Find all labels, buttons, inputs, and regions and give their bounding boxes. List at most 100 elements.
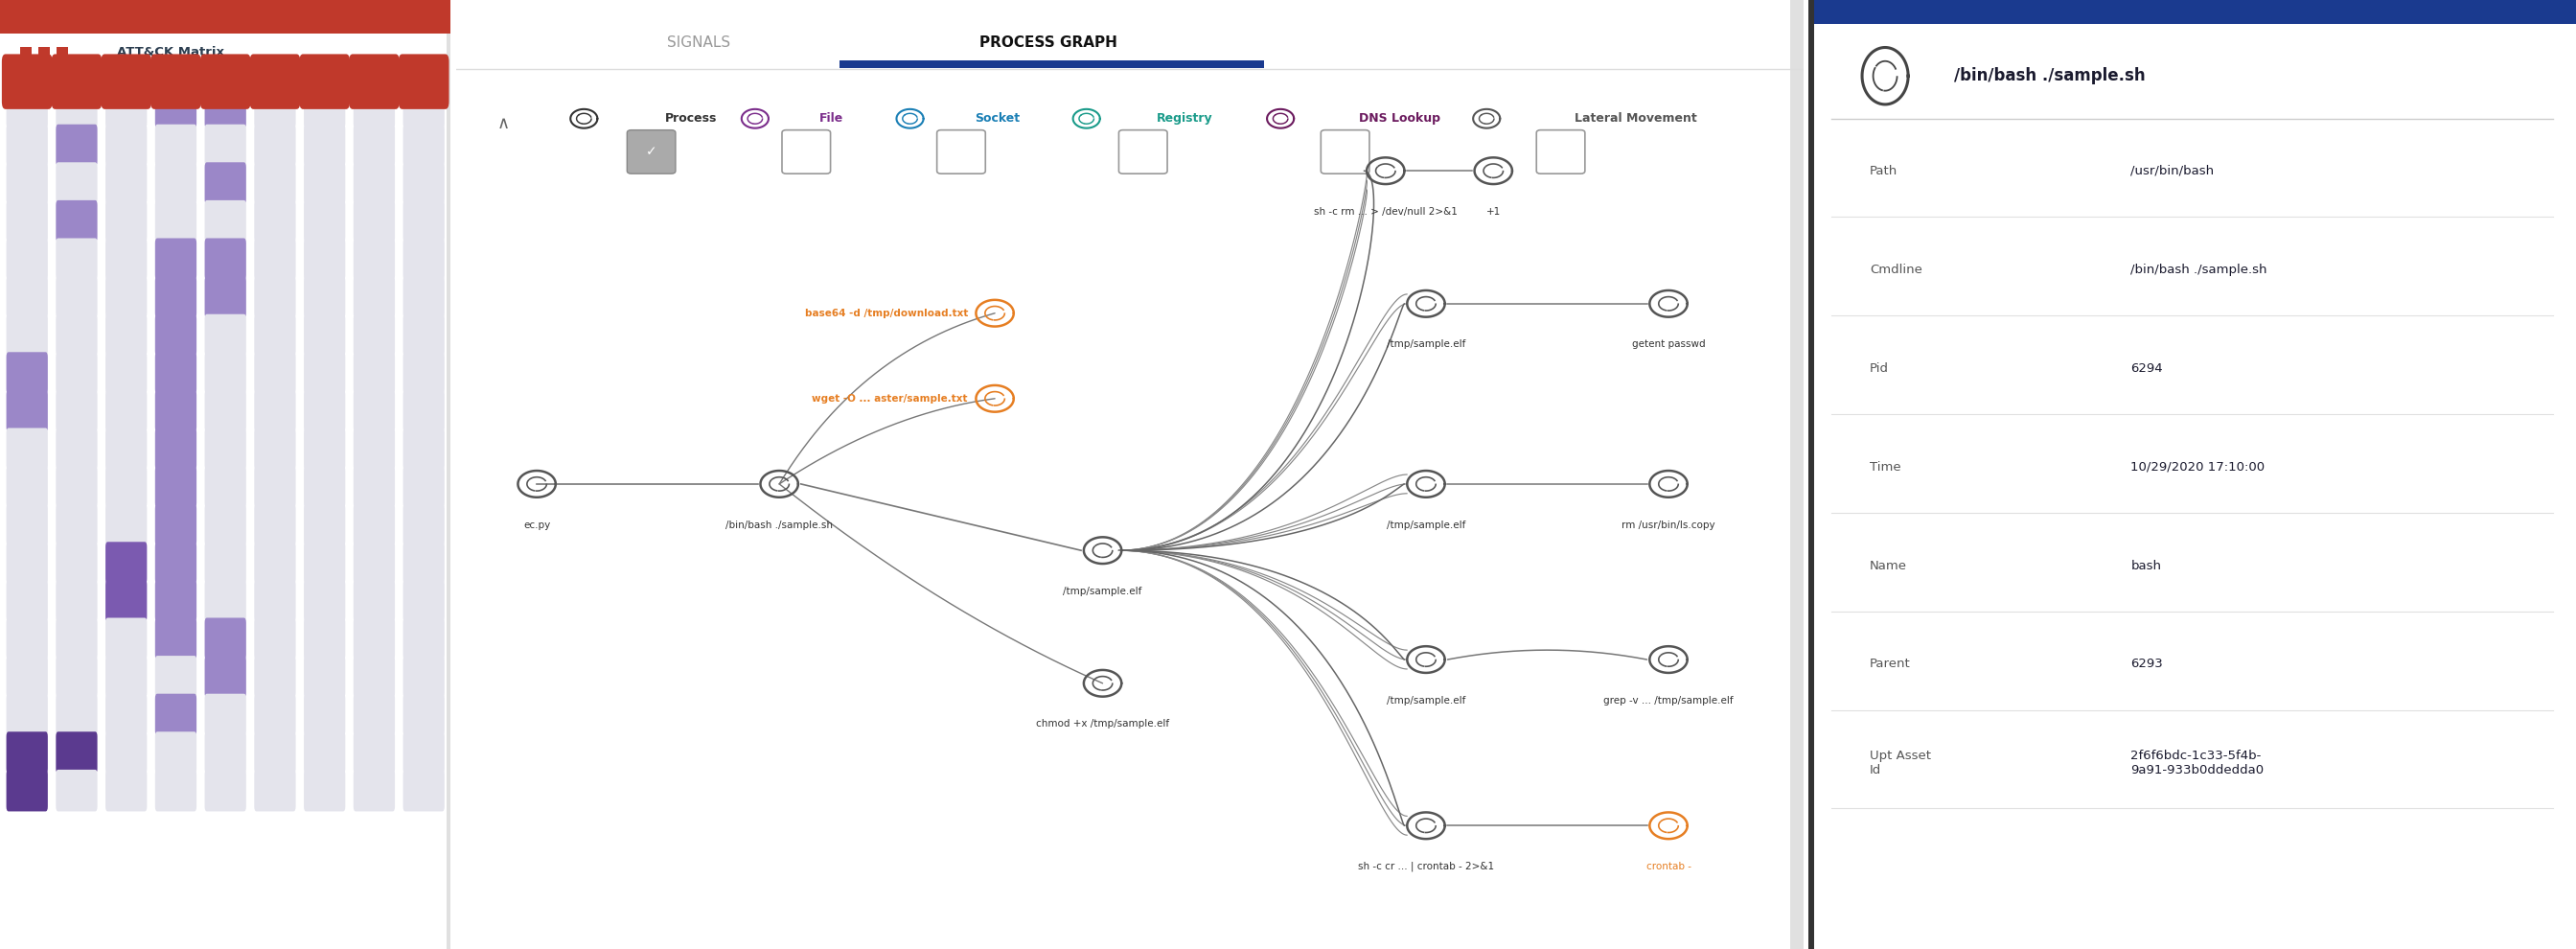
Text: /tmp/sample.elf: /tmp/sample.elf bbox=[1386, 340, 1466, 349]
FancyBboxPatch shape bbox=[204, 200, 247, 242]
FancyBboxPatch shape bbox=[155, 618, 196, 660]
FancyBboxPatch shape bbox=[5, 466, 49, 508]
FancyBboxPatch shape bbox=[626, 130, 675, 174]
FancyBboxPatch shape bbox=[304, 618, 345, 660]
FancyBboxPatch shape bbox=[155, 390, 196, 432]
FancyBboxPatch shape bbox=[57, 542, 98, 584]
Text: /bin/bash ./sample.sh: /bin/bash ./sample.sh bbox=[726, 520, 832, 530]
Text: +1: +1 bbox=[1486, 207, 1502, 216]
Bar bbox=[1808, 0, 1814, 949]
FancyBboxPatch shape bbox=[5, 656, 49, 698]
FancyBboxPatch shape bbox=[155, 694, 196, 735]
FancyBboxPatch shape bbox=[155, 276, 196, 318]
FancyBboxPatch shape bbox=[402, 542, 446, 584]
FancyBboxPatch shape bbox=[5, 86, 49, 128]
Text: 6294: 6294 bbox=[2130, 362, 2164, 375]
FancyBboxPatch shape bbox=[5, 542, 49, 584]
FancyBboxPatch shape bbox=[5, 770, 49, 811]
FancyBboxPatch shape bbox=[304, 466, 345, 508]
FancyBboxPatch shape bbox=[1535, 130, 1584, 174]
FancyBboxPatch shape bbox=[57, 314, 98, 356]
FancyBboxPatch shape bbox=[106, 314, 147, 356]
FancyBboxPatch shape bbox=[155, 238, 196, 280]
FancyBboxPatch shape bbox=[155, 200, 196, 242]
FancyBboxPatch shape bbox=[106, 504, 147, 546]
FancyBboxPatch shape bbox=[353, 314, 394, 356]
FancyBboxPatch shape bbox=[402, 466, 446, 508]
FancyBboxPatch shape bbox=[402, 694, 446, 735]
FancyBboxPatch shape bbox=[1321, 130, 1370, 174]
FancyBboxPatch shape bbox=[402, 200, 446, 242]
FancyBboxPatch shape bbox=[5, 694, 49, 735]
FancyBboxPatch shape bbox=[155, 770, 196, 811]
FancyBboxPatch shape bbox=[204, 352, 247, 394]
FancyBboxPatch shape bbox=[353, 238, 394, 280]
Bar bbox=[39, 52, 49, 59]
Bar bbox=[39, 47, 49, 53]
Text: SIGNALS: SIGNALS bbox=[667, 35, 729, 50]
FancyBboxPatch shape bbox=[5, 390, 49, 432]
FancyBboxPatch shape bbox=[402, 124, 446, 166]
FancyBboxPatch shape bbox=[5, 276, 49, 318]
FancyBboxPatch shape bbox=[57, 86, 98, 128]
FancyBboxPatch shape bbox=[52, 54, 103, 109]
FancyBboxPatch shape bbox=[204, 694, 247, 735]
FancyBboxPatch shape bbox=[155, 352, 196, 394]
FancyBboxPatch shape bbox=[106, 238, 147, 280]
FancyBboxPatch shape bbox=[255, 390, 296, 432]
FancyBboxPatch shape bbox=[106, 390, 147, 432]
FancyBboxPatch shape bbox=[304, 656, 345, 698]
Text: ec.py: ec.py bbox=[523, 520, 551, 530]
FancyBboxPatch shape bbox=[204, 770, 247, 811]
FancyBboxPatch shape bbox=[255, 314, 296, 356]
Bar bbox=[57, 47, 67, 53]
Bar bbox=[840, 61, 1265, 68]
Text: /bin/bash ./sample.sh: /bin/bash ./sample.sh bbox=[2130, 263, 2267, 276]
FancyBboxPatch shape bbox=[255, 466, 296, 508]
FancyBboxPatch shape bbox=[5, 352, 49, 394]
Text: Socket: Socket bbox=[974, 112, 1020, 125]
FancyBboxPatch shape bbox=[402, 770, 446, 811]
FancyBboxPatch shape bbox=[57, 732, 98, 773]
FancyBboxPatch shape bbox=[204, 732, 247, 773]
FancyBboxPatch shape bbox=[204, 238, 247, 280]
Text: Lateral Movement: Lateral Movement bbox=[1574, 112, 1698, 125]
Text: ✓: ✓ bbox=[647, 145, 657, 158]
FancyBboxPatch shape bbox=[353, 352, 394, 394]
FancyBboxPatch shape bbox=[402, 276, 446, 318]
FancyBboxPatch shape bbox=[304, 276, 345, 318]
Text: Registry: Registry bbox=[1157, 112, 1213, 125]
FancyBboxPatch shape bbox=[353, 542, 394, 584]
FancyBboxPatch shape bbox=[106, 656, 147, 698]
FancyBboxPatch shape bbox=[255, 162, 296, 204]
FancyBboxPatch shape bbox=[255, 124, 296, 166]
FancyBboxPatch shape bbox=[155, 86, 196, 128]
FancyBboxPatch shape bbox=[57, 428, 98, 470]
Text: E: E bbox=[75, 76, 80, 85]
FancyBboxPatch shape bbox=[201, 54, 250, 109]
Text: I: I bbox=[26, 76, 28, 85]
FancyBboxPatch shape bbox=[204, 162, 247, 204]
FancyBboxPatch shape bbox=[155, 314, 196, 356]
FancyBboxPatch shape bbox=[255, 352, 296, 394]
FancyBboxPatch shape bbox=[204, 466, 247, 508]
FancyBboxPatch shape bbox=[57, 352, 98, 394]
FancyBboxPatch shape bbox=[399, 54, 448, 109]
FancyBboxPatch shape bbox=[57, 390, 98, 432]
Text: P: P bbox=[124, 76, 129, 85]
FancyBboxPatch shape bbox=[255, 656, 296, 698]
FancyBboxPatch shape bbox=[353, 86, 394, 128]
Text: P: P bbox=[173, 76, 178, 85]
FancyBboxPatch shape bbox=[402, 238, 446, 280]
FancyBboxPatch shape bbox=[155, 732, 196, 773]
FancyBboxPatch shape bbox=[353, 732, 394, 773]
FancyBboxPatch shape bbox=[304, 732, 345, 773]
FancyBboxPatch shape bbox=[304, 504, 345, 546]
FancyBboxPatch shape bbox=[353, 428, 394, 470]
Text: /tmp/sample.elf: /tmp/sample.elf bbox=[1386, 520, 1466, 530]
Text: grep -v ... /tmp/sample.elf: grep -v ... /tmp/sample.elf bbox=[1602, 696, 1734, 705]
FancyBboxPatch shape bbox=[255, 200, 296, 242]
FancyBboxPatch shape bbox=[783, 130, 829, 174]
Text: File: File bbox=[819, 112, 845, 125]
FancyBboxPatch shape bbox=[255, 770, 296, 811]
